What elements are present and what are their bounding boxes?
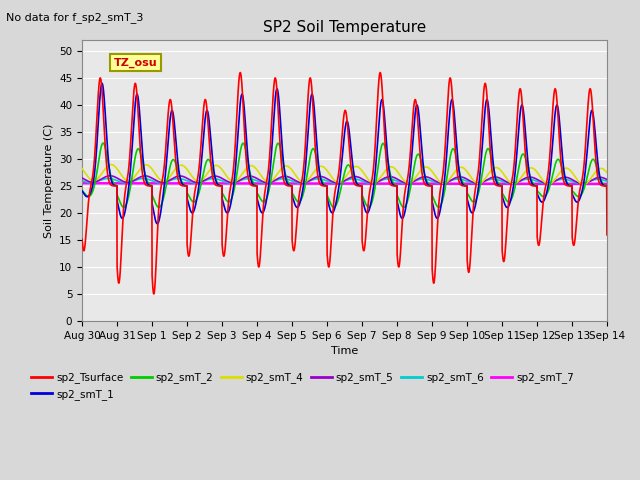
sp2_smT_5 [572,179,579,184]
sp2_smT_7 [225,180,232,186]
sp2_smT_1 [497,183,505,189]
X-axis label: Time: Time [331,346,358,356]
sp2_Tsurface [360,248,367,253]
sp2_smT_5 [579,181,586,187]
sp2_smT_4 [572,174,579,180]
sp2_smT_4 [78,166,86,171]
sp2_smT_2 [78,188,86,193]
Line: sp2_smT_4: sp2_smT_4 [82,165,607,184]
sp2_Tsurface [497,183,505,189]
sp2_Tsurface [603,232,611,238]
sp2_smT_2 [371,183,379,189]
Line: sp2_smT_5: sp2_smT_5 [82,176,607,184]
sp2_smT_4 [360,170,367,176]
sp2_smT_1 [225,208,233,214]
sp2_smT_5 [371,180,379,186]
sp2_smT_6 [497,178,505,184]
sp2_smT_1 [371,168,379,174]
sp2_Tsurface [572,230,579,236]
sp2_smT_2 [557,162,565,168]
sp2_smT_5 [225,179,232,185]
sp2_Tsurface [225,198,232,204]
Line: sp2_smT_1: sp2_smT_1 [82,84,607,224]
sp2_smT_1 [572,198,579,204]
sp2_smT_1 [360,203,367,208]
sp2_smT_1 [98,81,106,86]
Legend: sp2_Tsurface, sp2_smT_1, sp2_smT_2, sp2_smT_4, sp2_smT_5, sp2_smT_6, sp2_smT_7: sp2_Tsurface, sp2_smT_1, sp2_smT_2, sp2_… [27,368,578,404]
sp2_smT_2 [497,182,505,188]
sp2_smT_7 [497,181,504,187]
sp2_smT_6 [360,179,367,184]
sp2_Tsurface [376,70,384,75]
sp2_smT_2 [603,188,611,193]
sp2_smT_2 [99,140,107,146]
sp2_smT_6 [371,180,379,185]
sp2_smT_4 [107,162,115,168]
sp2_smT_6 [557,177,564,182]
sp2_smT_6 [78,178,86,183]
sp2_smT_5 [78,175,86,181]
sp2_smT_5 [106,173,114,179]
sp2_smT_6 [572,180,579,185]
sp2_smT_6 [104,176,112,181]
sp2_smT_1 [603,191,611,196]
sp2_smT_2 [330,204,338,210]
sp2_smT_4 [603,170,611,176]
sp2_Tsurface [557,159,565,165]
sp2_smT_4 [497,168,505,173]
sp2_smT_1 [78,188,86,194]
sp2_smT_4 [557,168,564,174]
Text: No data for f_sp2_smT_3: No data for f_sp2_smT_3 [6,12,144,23]
sp2_smT_5 [497,176,505,181]
sp2_smT_7 [78,180,86,186]
Text: TZ_osu: TZ_osu [113,58,157,68]
Title: SP2 Soil Temperature: SP2 Soil Temperature [263,20,426,35]
sp2_smT_4 [371,180,379,185]
sp2_smT_7 [557,181,564,187]
sp2_smT_4 [580,181,588,187]
sp2_smT_4 [225,176,232,181]
sp2_Tsurface [150,291,157,297]
Line: sp2_Tsurface: sp2_Tsurface [82,72,607,294]
sp2_smT_6 [603,179,611,184]
sp2_smT_7 [371,181,379,187]
sp2_smT_5 [557,175,564,181]
Line: sp2_smT_6: sp2_smT_6 [82,179,607,183]
Y-axis label: Soil Temperature (C): Soil Temperature (C) [44,123,54,238]
sp2_smT_2 [225,199,232,204]
Line: sp2_smT_2: sp2_smT_2 [82,143,607,207]
Line: sp2_smT_7: sp2_smT_7 [82,183,607,184]
sp2_smT_6 [577,180,584,186]
sp2_smT_7 [603,181,611,187]
sp2_smT_5 [603,177,611,182]
sp2_smT_1 [154,221,161,227]
sp2_smT_2 [572,192,579,198]
sp2_Tsurface [371,145,379,151]
sp2_Tsurface [78,237,86,242]
sp2_smT_1 [557,137,565,143]
sp2_smT_7 [360,181,367,187]
sp2_smT_6 [225,180,232,186]
sp2_smT_2 [360,196,367,202]
sp2_smT_7 [572,181,579,187]
sp2_smT_5 [360,177,367,182]
